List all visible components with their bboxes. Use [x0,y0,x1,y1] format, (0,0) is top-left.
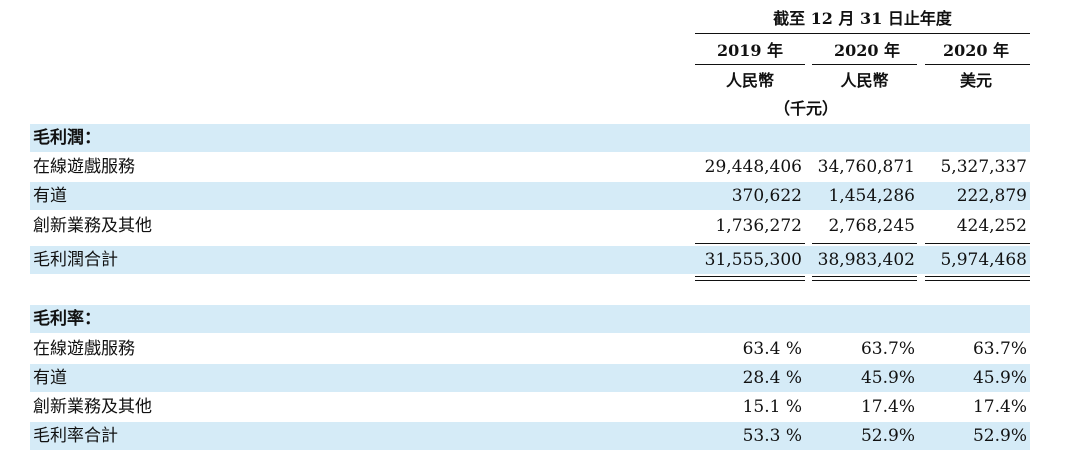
value-2019: 63.4 % [742,339,802,359]
column-year-2020-rmb: 2020 年 [833,41,901,60]
value-2020-usd: 52.9% [972,426,1027,446]
value-2020-usd: 45.9% [972,368,1027,388]
total-row: 毛利率合計 53.3 % 52.9% 52.9% [30,422,1030,450]
value-2020-usd: 424,252 [956,216,1027,236]
table-row: 在線遊戲服務 63.4 % 63.7% 63.7% [30,335,1030,363]
row-label: 在線遊戲服務 [33,157,135,177]
total-top-rule [695,243,805,244]
value-2020-rmb: 45.9% [860,368,915,388]
value-2019: 370,622 [731,186,802,206]
value-2020-rmb: 63.7% [860,339,915,359]
value-2020-usd: 5,327,337 [940,157,1027,177]
total-double-rule [695,276,805,277]
value-2020-usd: 63.7% [972,339,1027,359]
column-year-2020-usd: 2020 年 [942,41,1010,60]
column-underline [812,64,917,65]
column-currency-rmb: 人民幣 [725,71,774,90]
column-year-2019: 2019 年 [716,41,784,60]
table-row: 有道 370,622 1,454,286 222,879 [30,182,1030,210]
row-label: 毛利率合計 [33,426,118,446]
header-divider [695,33,1030,34]
row-label: 有道 [33,186,67,206]
table-row: 在線遊戲服務 29,448,406 34,760,871 5,327,337 [30,153,1030,181]
total-double-rule [925,276,1030,277]
total-double-rule [812,280,917,281]
value-2020-rmb: 17.4% [860,397,915,417]
total-double-rule [812,276,917,277]
column-underline [695,64,805,65]
value-2019: 28.4 % [742,368,802,388]
value-2019: 1,736,272 [715,216,802,236]
value-2020-rmb: 1,454,286 [828,186,915,206]
total-double-rule [925,280,1030,281]
row-label: 有道 [33,368,67,388]
value-2020-rmb: 2,768,245 [828,216,915,236]
value-2020-rmb: 38,983,402 [817,250,915,270]
period-header: 截至 12 月 31 日止年度 [773,9,952,28]
column-underline [925,64,1030,65]
value-2019: 29,448,406 [704,157,802,177]
section-title: 毛利率： [33,309,101,329]
value-2019: 31,555,300 [704,250,802,270]
row-label: 創新業務及其他 [33,216,152,236]
table-row: 創新業務及其他 15.1 % 17.4% 17.4% [30,393,1030,421]
value-2020-rmb: 34,760,871 [817,157,915,177]
value-2020-rmb: 52.9% [860,426,915,446]
section-heading-gross-profit: 毛利潤： [30,124,1030,152]
row-label: 在線遊戲服務 [33,339,135,359]
total-top-rule [925,243,1030,244]
unit-note: （千元） [773,99,838,118]
value-2020-usd: 222,879 [956,186,1027,206]
column-currency-rmb: 人民幣 [840,71,889,90]
table-row: 有道 28.4 % 45.9% 45.9% [30,364,1030,392]
column-currency-usd: 美元 [959,71,992,90]
section-heading-gross-margin: 毛利率： [30,305,1030,333]
total-row: 毛利潤合計 31,555,300 38,983,402 5,974,468 [30,246,1030,274]
row-label: 創新業務及其他 [33,397,152,417]
value-2019: 53.3 % [742,426,802,446]
table-row: 創新業務及其他 1,736,272 2,768,245 424,252 [30,212,1030,240]
section-title: 毛利潤： [33,128,101,148]
total-top-rule [812,243,917,244]
value-2019: 15.1 % [742,397,802,417]
value-2020-usd: 5,974,468 [940,250,1027,270]
row-label: 毛利潤合計 [33,250,118,270]
total-double-rule [695,280,805,281]
value-2020-usd: 17.4% [972,397,1027,417]
